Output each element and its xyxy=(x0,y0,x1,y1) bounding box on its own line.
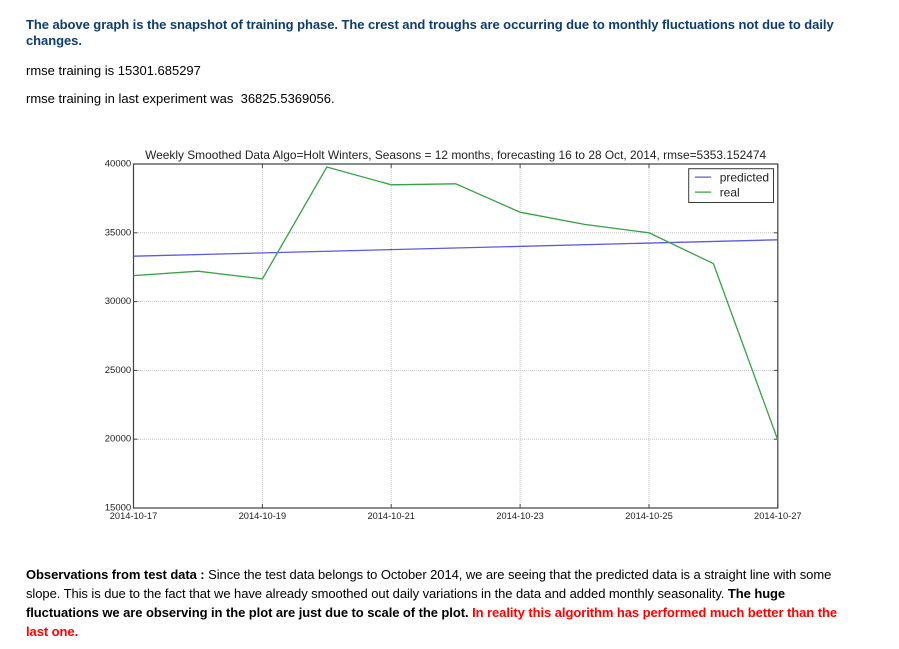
svg-text:2014-10-27: 2014-10-27 xyxy=(754,511,802,522)
svg-text:25000: 25000 xyxy=(105,365,131,376)
svg-text:35000: 35000 xyxy=(105,227,131,238)
svg-text:20000: 20000 xyxy=(105,434,131,445)
svg-text:2014-10-25: 2014-10-25 xyxy=(625,511,673,522)
svg-text:2014-10-17: 2014-10-17 xyxy=(110,511,158,522)
svg-text:Weekly Smoothed Data Algo=Holt: Weekly Smoothed Data Algo=Holt Winters, … xyxy=(145,148,766,162)
svg-text:2014-10-23: 2014-10-23 xyxy=(496,511,544,522)
svg-text:30000: 30000 xyxy=(105,296,131,307)
svg-text:15000: 15000 xyxy=(105,503,131,514)
svg-text:real: real xyxy=(720,185,740,199)
svg-text:2014-10-19: 2014-10-19 xyxy=(239,511,287,522)
svg-text:40000: 40000 xyxy=(105,159,131,170)
svg-text:2014-10-21: 2014-10-21 xyxy=(367,511,415,522)
svg-text:predicted: predicted xyxy=(720,170,769,184)
